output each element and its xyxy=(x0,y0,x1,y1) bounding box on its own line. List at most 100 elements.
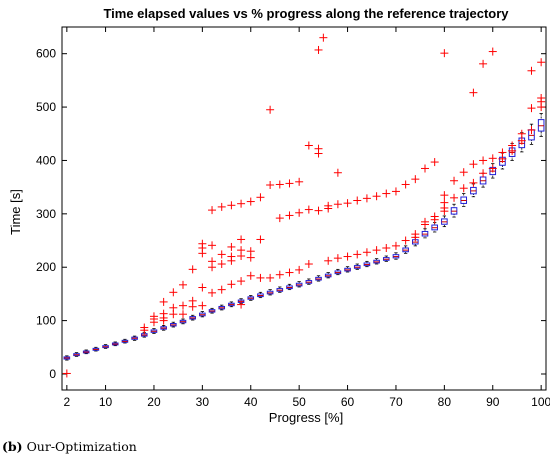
outlier-point xyxy=(246,271,255,280)
outlier-point xyxy=(469,88,478,97)
outlier-point xyxy=(217,285,226,294)
outlier-point xyxy=(440,49,449,58)
outlier-point xyxy=(140,323,149,332)
outlier-point xyxy=(227,256,236,265)
y-tick-label: 0 xyxy=(49,367,56,381)
outlier-point xyxy=(450,176,459,185)
outlier-point xyxy=(353,250,362,259)
outlier-point xyxy=(421,164,429,173)
outlier-point xyxy=(440,191,449,200)
outlier-point xyxy=(198,249,207,258)
outlier-point xyxy=(362,194,371,203)
outlier-point xyxy=(208,288,217,297)
outlier-point xyxy=(266,105,275,114)
x-tick-label: 50 xyxy=(292,395,306,409)
outlier-point xyxy=(469,178,478,187)
outlier-point xyxy=(295,208,304,217)
outlier-point xyxy=(459,184,468,193)
outlier-point xyxy=(430,215,439,224)
outlier-point xyxy=(159,316,168,325)
outlier-point xyxy=(266,181,275,190)
y-tick-label: 400 xyxy=(36,153,56,167)
outlier-point xyxy=(343,199,352,208)
outlier-point xyxy=(256,193,265,202)
plot-frame xyxy=(61,26,547,391)
outlier-point xyxy=(304,141,313,150)
outlier-point xyxy=(353,196,362,205)
outlier-point xyxy=(469,160,478,169)
outlier-point xyxy=(324,204,333,213)
outlier-point xyxy=(391,187,400,196)
outlier-point xyxy=(488,47,497,56)
outlier-point xyxy=(498,154,507,163)
x-tick-label: 100 xyxy=(531,395,550,409)
outlier-point xyxy=(488,164,497,173)
outlier-point xyxy=(421,220,429,229)
outlier-point xyxy=(450,193,459,202)
y-tick-label: 600 xyxy=(36,47,56,61)
figure-caption: (b) Our-Optimization xyxy=(2,439,137,454)
chart-title: Time elapsed values vs % progress along … xyxy=(103,6,509,21)
outlier-point xyxy=(266,273,275,282)
outlier-point xyxy=(237,199,246,208)
outlier-point xyxy=(237,235,246,244)
outlier-point xyxy=(314,45,323,54)
plot-area: 2 10 20 30 40 50 60 70 80 90 100 0 100 200 300 400 500 60… xyxy=(36,26,550,409)
outlier-point xyxy=(372,246,381,255)
outlier-point xyxy=(217,250,226,259)
outlier-point xyxy=(333,200,342,209)
outlier-point xyxy=(159,297,168,306)
outlier-point xyxy=(527,66,536,75)
outlier-point xyxy=(430,158,439,167)
outlier-point xyxy=(169,288,178,297)
outlier-point xyxy=(537,58,546,67)
outlier-point xyxy=(179,280,187,289)
outlier-point xyxy=(304,260,313,269)
outlier-point xyxy=(217,260,226,269)
x-tick-label: 40 xyxy=(244,395,258,409)
outlier-point xyxy=(391,241,400,250)
y-tick-label: 300 xyxy=(36,207,56,221)
outlier-point xyxy=(208,241,217,250)
outlier-point xyxy=(198,301,207,310)
outlier-point xyxy=(304,205,313,214)
outlier-point xyxy=(217,202,226,211)
outlier-point xyxy=(401,180,410,189)
outlier-point xyxy=(227,201,236,210)
box-plot-chart: Time elapsed values vs % progress along … xyxy=(8,6,550,425)
outlier-point xyxy=(227,280,236,289)
outlier-point xyxy=(179,310,187,319)
x-tick-label: 10 xyxy=(99,395,113,409)
outlier-point xyxy=(275,270,284,279)
outlier-point xyxy=(188,265,197,274)
x-tick-label: 20 xyxy=(147,395,161,409)
y-axis-label: Time [s] xyxy=(8,189,23,235)
outlier-point xyxy=(527,126,536,135)
outlier-point xyxy=(227,242,236,251)
outlier-point xyxy=(333,254,342,263)
outlier-point xyxy=(256,235,265,244)
outlier-point xyxy=(169,310,178,319)
outlier-point xyxy=(537,103,546,112)
x-tick-label: 30 xyxy=(196,395,210,409)
outlier-point xyxy=(295,177,304,186)
outlier-point xyxy=(333,168,342,177)
outlier-point xyxy=(62,369,71,378)
x-axis-label: Progress [%] xyxy=(269,410,343,425)
outlier-point xyxy=(517,136,526,145)
outlier-point xyxy=(411,233,420,242)
outlier-point xyxy=(401,236,410,245)
outlier-point xyxy=(488,154,497,163)
outlier-point xyxy=(237,300,246,309)
outlier-point xyxy=(411,175,420,184)
caption-text: Our-Optimization xyxy=(26,439,137,454)
outlier-point xyxy=(314,149,323,158)
x-tick-label: 2 xyxy=(63,395,70,409)
y-tick-label: 200 xyxy=(36,260,56,274)
outlier-point xyxy=(508,146,517,155)
outlier-point xyxy=(517,129,526,138)
outlier-point xyxy=(527,104,536,113)
outlier-point xyxy=(285,211,294,220)
outlier-point xyxy=(208,263,217,272)
outlier-point xyxy=(275,180,284,189)
